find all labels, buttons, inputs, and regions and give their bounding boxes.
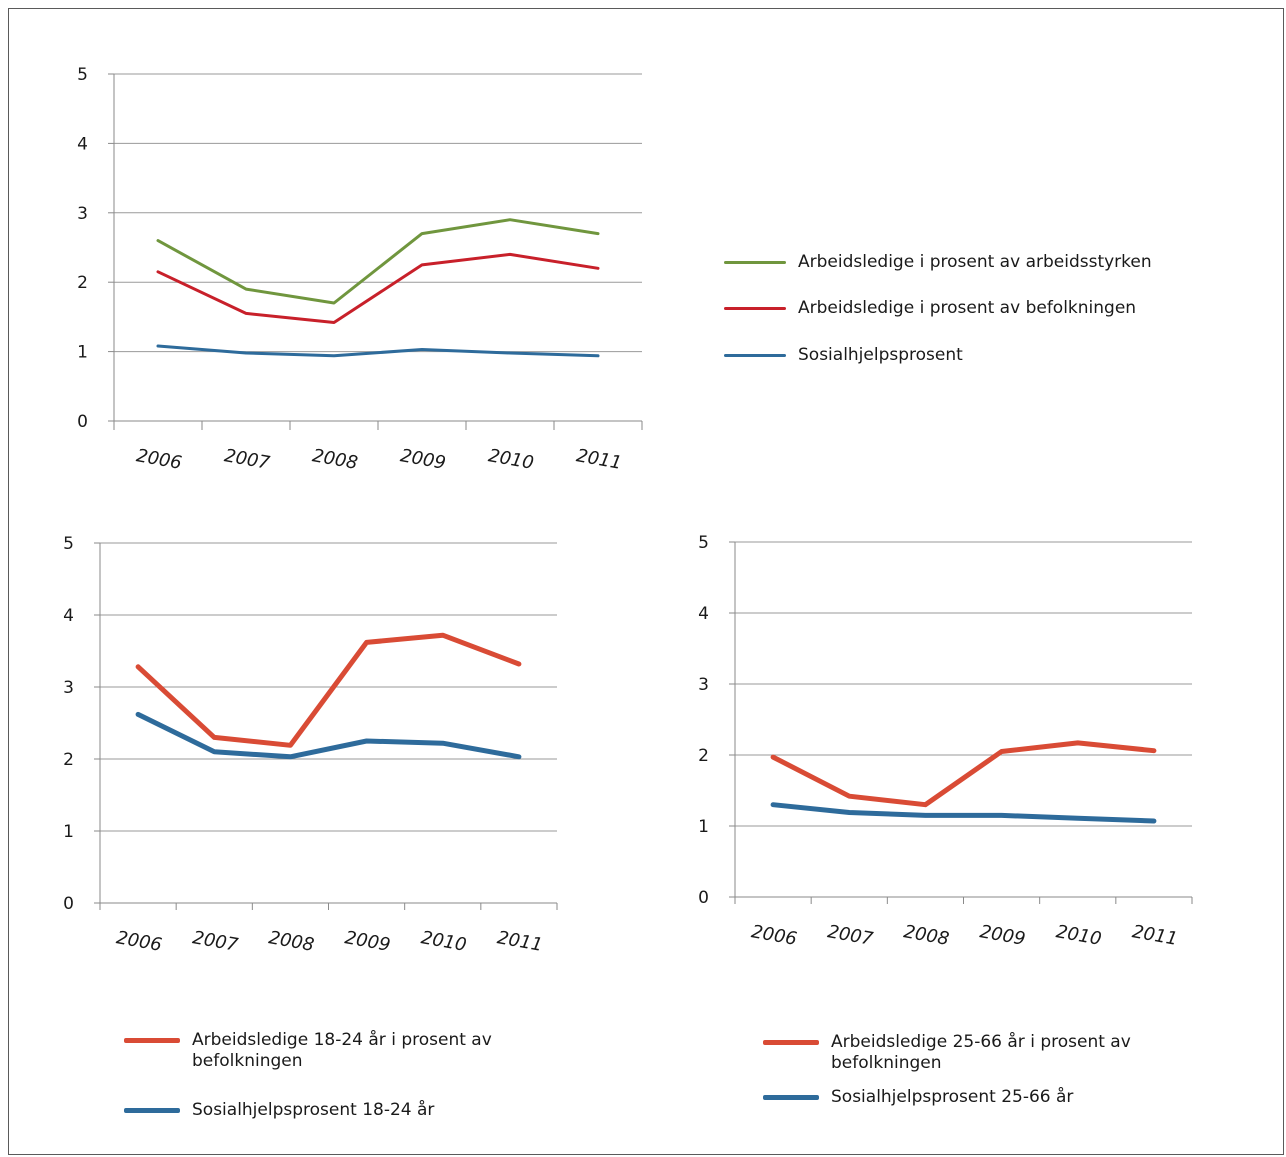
bottom-left-chart-x-tick-label: 2007 (191, 927, 240, 956)
bottom-right-chart-y-tick-label: 0 (698, 888, 709, 908)
top-chart-y-tick-label: 1 (77, 343, 88, 363)
bottom-left-chart-y-tick-label: 5 (63, 534, 74, 554)
bottom-left-chart-series-line-1 (135, 711, 522, 760)
legend-item-social-assistance-25-66: Sosialhjelpsprosent 25-66 år (763, 1087, 1183, 1108)
bottom-right-chart-x-tick-label: 2011 (1130, 921, 1179, 950)
bottom-right-chart-x-tick-label: 2007 (826, 921, 875, 950)
legend-swatch-red (724, 307, 786, 310)
top-chart-x-tick-label: 2008 (311, 445, 360, 474)
legend-item-social-assistance: Sosialhjelpsprosent (724, 345, 1204, 366)
bottom-left-chart-x-tick-label: 2011 (495, 927, 544, 956)
legend-item-unemployed-labour-force: Arbeidsledige i prosent av arbeidsstyrke… (724, 252, 1204, 273)
bottom-right-chart-x-tick-label: 2009 (978, 921, 1027, 950)
bottom-left-chart-x-tick-label: 2008 (267, 927, 316, 956)
legend-label: Arbeidsledige i prosent av befolkningen (798, 298, 1137, 318)
legend-swatch-blue (763, 1095, 819, 1100)
bottom-left-chart-y-tick-label: 3 (63, 678, 74, 698)
legend-label: Arbeidsledige i prosent av arbeidsstyrke… (798, 252, 1152, 272)
bottom-right-chart-y-tick-label: 4 (698, 604, 709, 624)
legend-label: Arbeidsledige 25-66 år i prosent av befo… (831, 1032, 1131, 1073)
legend-label: Sosialhjelpsprosent 25-66 år (831, 1087, 1074, 1107)
legend-label: Sosialhjelpsprosent (798, 345, 963, 365)
bottom-right-chart-y-tick-label: 3 (698, 675, 709, 695)
top-chart-x-tick-label: 2007 (223, 445, 272, 474)
bottom-left-chart-x-tick-label: 2010 (419, 927, 468, 956)
figure-frame (8, 8, 1284, 1155)
top-chart-series-line-1 (156, 252, 600, 324)
bottom-right-chart-series-line-1 (770, 802, 1157, 824)
legend-swatch-green (724, 261, 786, 264)
bottom-left-chart-y-tick-label: 1 (63, 822, 74, 842)
bottom-right-chart-y-tick-label: 2 (698, 746, 709, 766)
top-chart-series-line-2 (156, 344, 600, 358)
top-chart-x-tick-label: 2011 (575, 445, 624, 474)
bottom-right-chart-x-tick-label: 2008 (902, 921, 951, 950)
legend-label: Sosialhjelpsprosent 18-24 år (192, 1100, 435, 1120)
legend-item-unemployed-population: Arbeidsledige i prosent av befolkningen (724, 298, 1204, 319)
bottom-left-chart-y-tick-label: 0 (63, 894, 74, 914)
legend-swatch-blue (724, 354, 786, 357)
top-chart-y-tick-label: 4 (77, 134, 88, 154)
top-chart-y-tick-label: 2 (77, 273, 88, 293)
legend-label: Arbeidsledige 18-24 år i prosent av befo… (192, 1030, 492, 1071)
legend-item-unemployed-18-24: Arbeidsledige 18-24 år i prosent av befo… (124, 1030, 544, 1072)
legend-swatch-orange (124, 1038, 180, 1043)
top-chart-x-tick-label: 2009 (399, 445, 448, 474)
bottom-right-chart-y-tick-label: 5 (698, 533, 709, 553)
top-chart-y-tick-label: 0 (77, 412, 88, 432)
top-chart-series-line-0 (156, 218, 600, 305)
legend-item-unemployed-25-66: Arbeidsledige 25-66 år i prosent av befo… (763, 1032, 1183, 1074)
bottom-left-chart-y-tick-label: 2 (63, 750, 74, 770)
bottom-right-chart-series-line-0 (770, 740, 1157, 808)
bottom-right-chart-x-tick-label: 2006 (750, 921, 799, 950)
top-chart-x-tick-label: 2006 (135, 445, 184, 474)
bottom-left-chart-series-line-0 (135, 632, 522, 748)
legend-item-social-assistance-18-24: Sosialhjelpsprosent 18-24 år (124, 1100, 544, 1121)
legend-swatch-blue (124, 1108, 180, 1113)
bottom-left-chart-x-tick-label: 2006 (115, 927, 164, 956)
top-chart-y-tick-label: 3 (77, 204, 88, 224)
top-chart-y-tick-label: 5 (77, 65, 88, 85)
bottom-left-chart-x-tick-label: 2009 (343, 927, 392, 956)
bottom-left-chart-y-tick-label: 4 (63, 606, 74, 626)
bottom-right-chart-y-tick-label: 1 (698, 817, 709, 837)
bottom-right-chart-x-tick-label: 2010 (1054, 921, 1103, 950)
legend-swatch-orange (763, 1040, 819, 1045)
top-chart-x-tick-label: 2010 (487, 445, 536, 474)
